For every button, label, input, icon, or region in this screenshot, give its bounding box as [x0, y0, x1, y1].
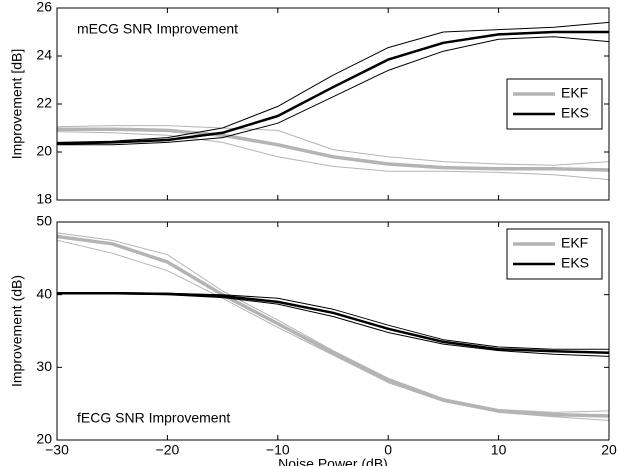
series-line — [56, 234, 610, 418]
y-tick-label: 20 — [36, 431, 52, 447]
y-tick-label: 24 — [36, 47, 52, 63]
x-tick-label: −10 — [266, 442, 290, 458]
x-tick-label: −20 — [156, 442, 180, 458]
legend-label: EKS — [561, 105, 589, 121]
legend-label: EKS — [561, 255, 589, 271]
y-tick-label: 22 — [36, 95, 52, 111]
series-line — [56, 21, 610, 143]
x-axis-label: Noise Power (dB) — [278, 456, 388, 466]
y-tick-label: 30 — [36, 358, 52, 374]
y-axis-label: Improvement [dB] — [9, 49, 25, 160]
series-line — [56, 30, 609, 145]
x-tick-label: −30 — [45, 442, 69, 458]
x-tick-label: 0 — [384, 442, 392, 458]
series-line — [56, 125, 610, 166]
axes-frame — [56, 221, 610, 441]
legend-label: EKF — [561, 85, 588, 101]
series-line — [57, 36, 610, 146]
annotation: mECG SNR Improvement — [77, 21, 238, 37]
series-line — [56, 131, 610, 181]
y-tick-label: 26 — [36, 0, 52, 15]
legend-label: EKF — [561, 235, 588, 251]
x-tick-label: 20 — [601, 442, 617, 458]
axes-frame — [56, 7, 610, 201]
y-tick-label: 50 — [36, 213, 52, 229]
legend-box — [506, 78, 603, 130]
annotation: fECG SNR Improvement — [77, 410, 230, 426]
x-tick-label: 10 — [491, 442, 507, 458]
y-tick-label: 40 — [36, 285, 52, 301]
series-line — [57, 127, 610, 172]
y-axis-label: Improvement (dB) — [9, 275, 25, 387]
y-tick-label: 20 — [36, 143, 52, 159]
y-tick-label: 18 — [36, 191, 52, 207]
series-line — [57, 291, 610, 355]
legend-box — [506, 228, 603, 280]
